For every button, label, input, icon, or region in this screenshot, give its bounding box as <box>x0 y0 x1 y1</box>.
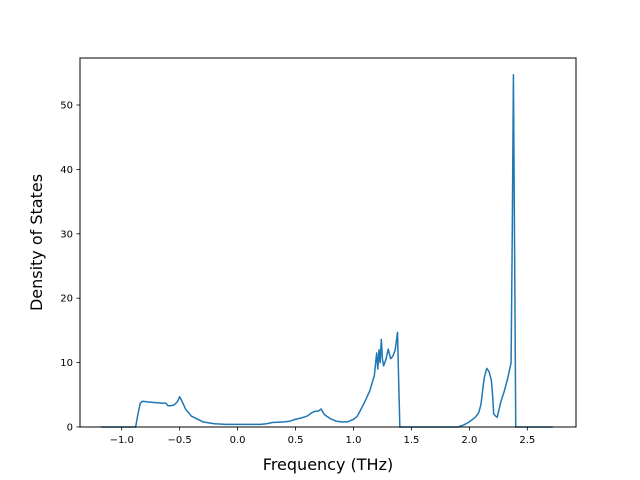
x-tick-label: 2.5 <box>519 435 535 446</box>
x-tick-label: 1.0 <box>346 435 362 446</box>
y-tick-label: 0 <box>67 423 73 434</box>
x-axis: −1.0 −0.5 0.0 0.5 1.0 1.5 2.0 2.5 <box>110 427 535 446</box>
y-tick-label: 30 <box>60 229 73 240</box>
x-tick-label: 2.0 <box>461 435 477 446</box>
y-axis: 0 10 20 30 40 50 <box>60 101 80 434</box>
y-tick-label: 40 <box>60 165 73 176</box>
x-tick-label: −0.5 <box>168 435 192 446</box>
x-tick-label: −1.0 <box>110 435 134 446</box>
dos-line <box>100 73 553 428</box>
x-axis-label: Frequency (THz) <box>263 455 393 474</box>
x-tick-label: 0.0 <box>230 435 246 446</box>
y-axis-label: Density of States <box>27 174 46 311</box>
x-tick-label: 0.5 <box>288 435 304 446</box>
plot-frame <box>79 57 577 428</box>
y-tick-label: 10 <box>60 358 73 369</box>
y-tick-label: 50 <box>60 101 73 112</box>
y-tick-label: 20 <box>60 294 73 305</box>
x-tick-label: 1.5 <box>403 435 419 446</box>
